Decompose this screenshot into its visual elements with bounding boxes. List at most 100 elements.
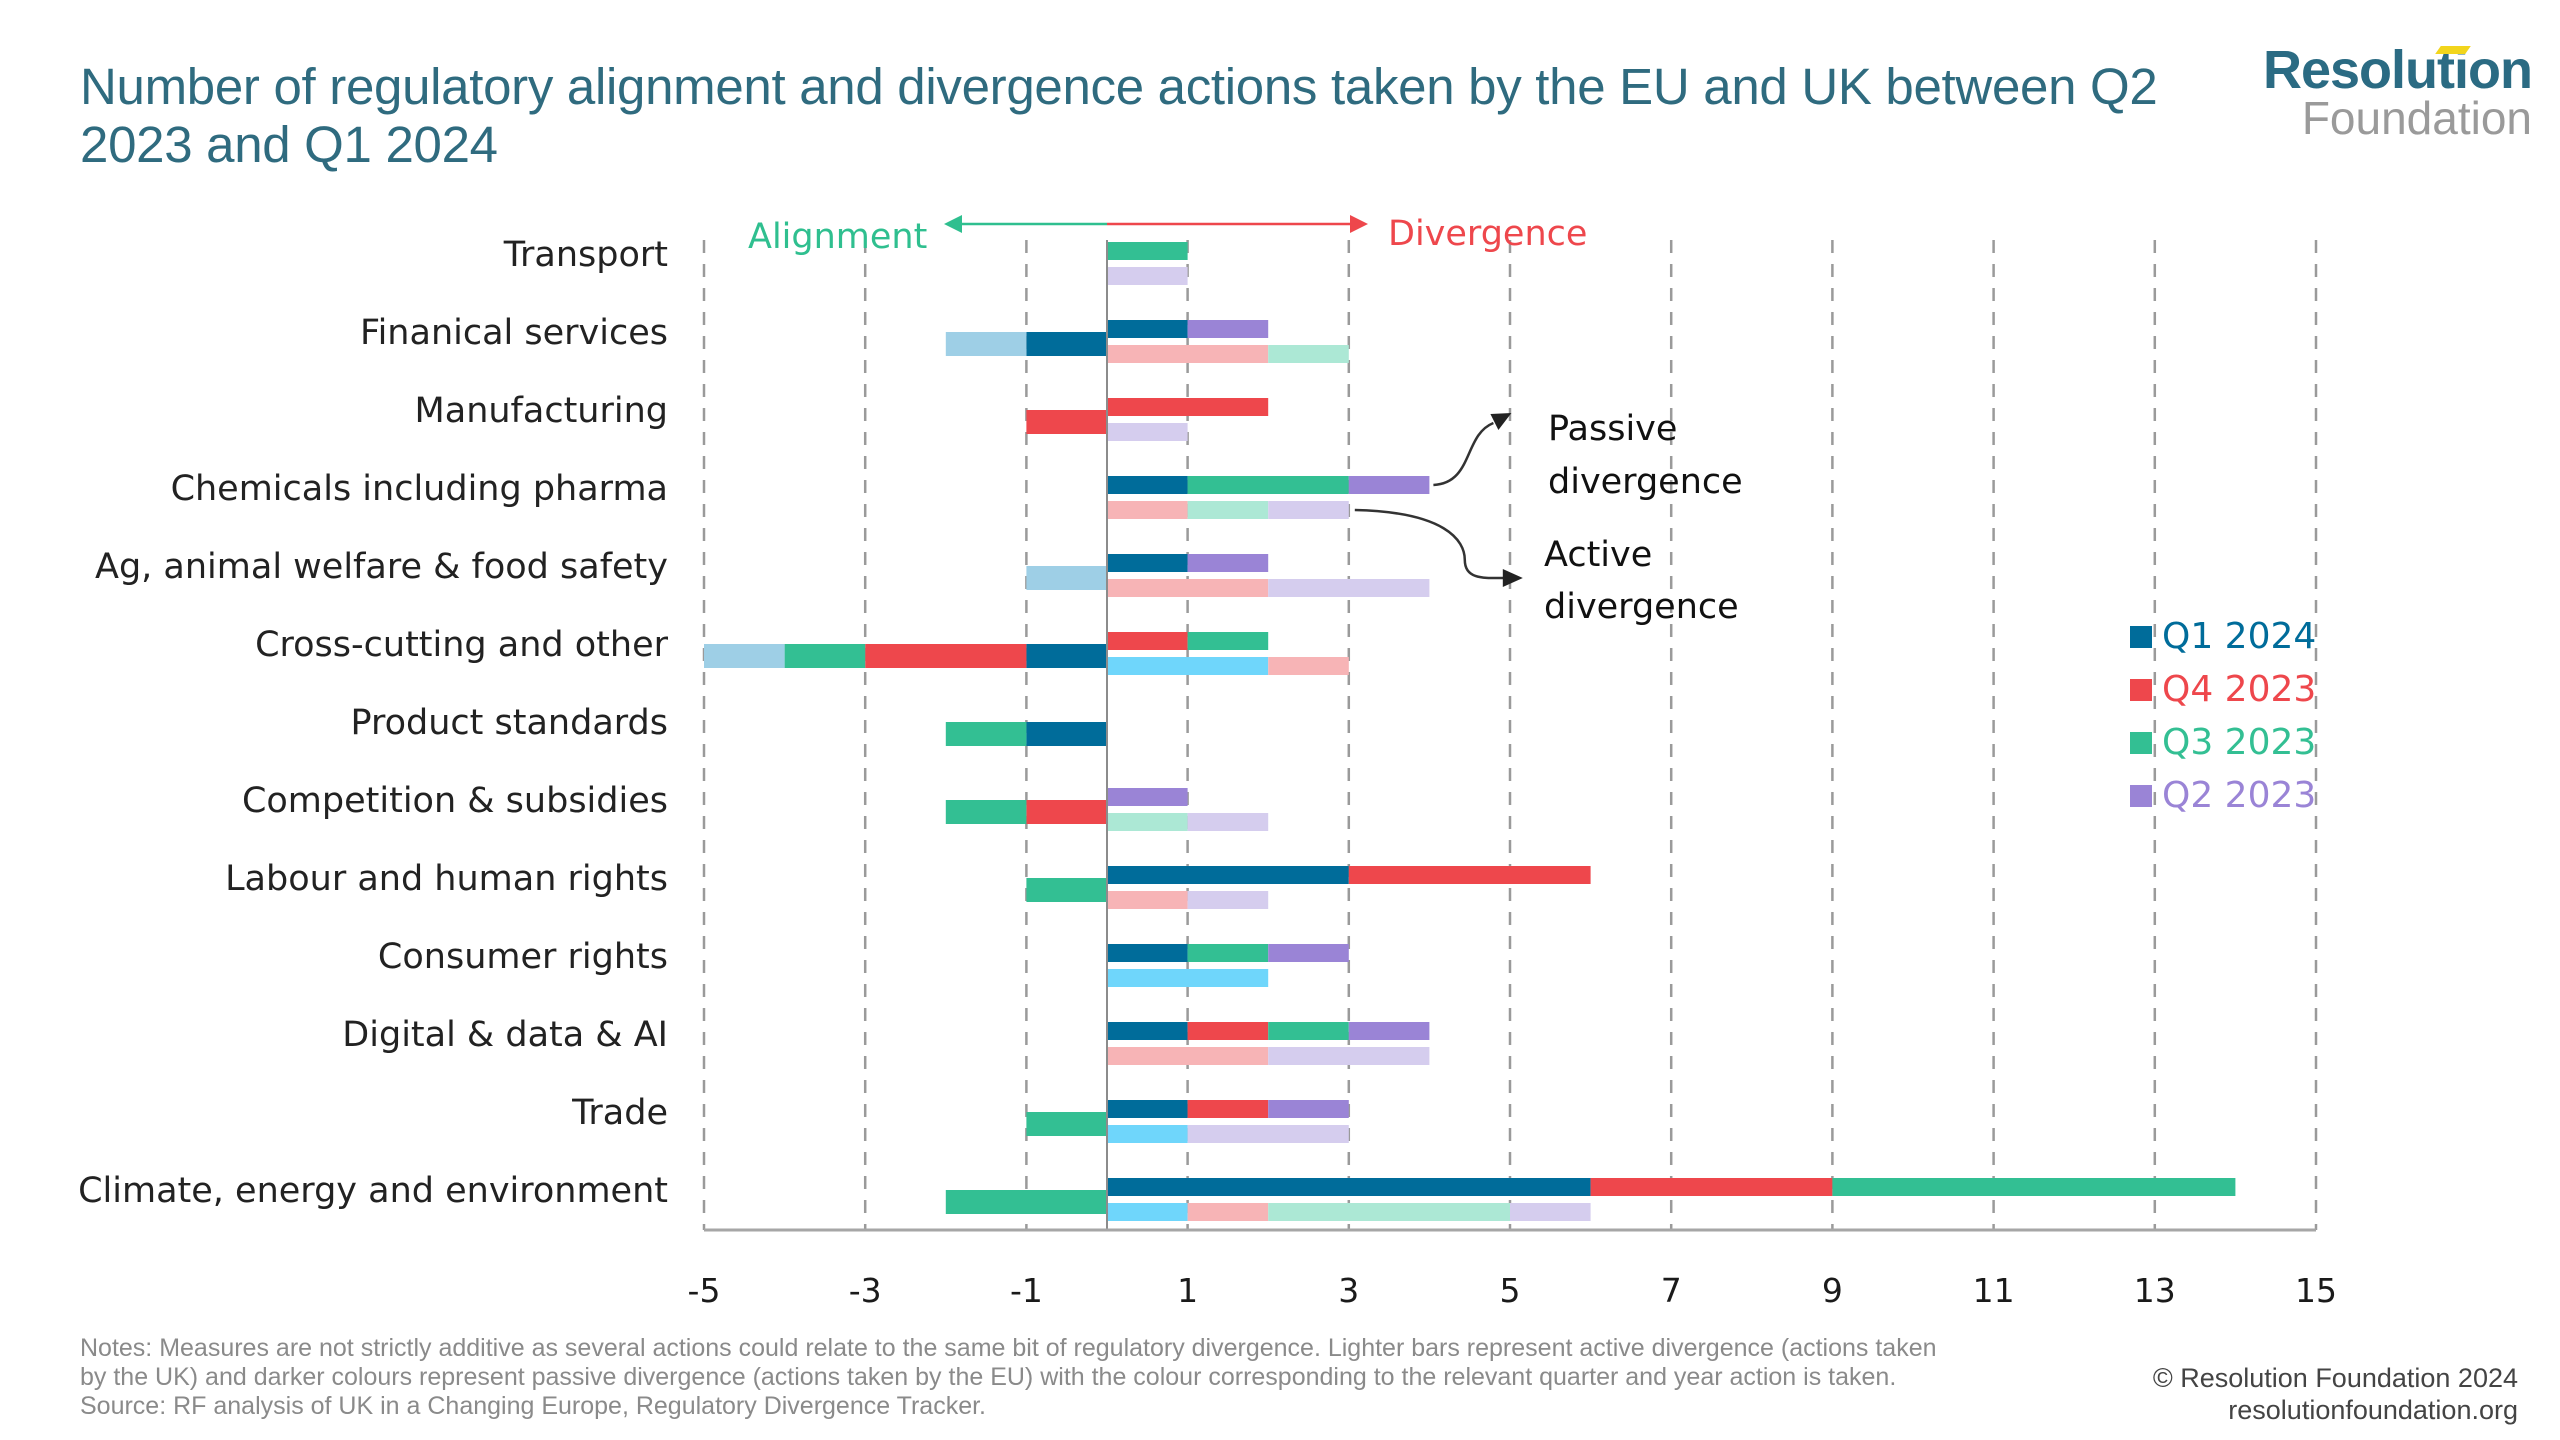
passive-divergence-bar <box>1107 866 1349 884</box>
category-label: Cross-cutting and other <box>255 625 669 665</box>
logo-wordmark-top: Resolution <box>2263 40 2533 100</box>
active-divergence-bar <box>1187 501 1269 519</box>
active-divergence-bar <box>1268 1047 1430 1065</box>
alignment-bar <box>945 800 1027 824</box>
active-divergence-bar <box>1107 1047 1269 1065</box>
passive-divergence-bar <box>1107 1022 1188 1040</box>
alignment-label: Alignment <box>748 217 927 257</box>
passive-divergence-bar <box>1187 632 1269 650</box>
passive-divergence-bar <box>1187 1022 1269 1040</box>
category-label: Finanical services <box>360 313 668 353</box>
alignment-bar <box>1026 1112 1107 1136</box>
legend: Q1 2024 Q4 2023 Q3 2023 Q2 2023 <box>2130 616 2316 816</box>
alignment-bar <box>1026 410 1107 434</box>
passive-divergence-bar <box>1107 1178 1591 1196</box>
active-divergence-bar <box>1107 501 1188 519</box>
active-divergence-bar <box>1107 345 1269 363</box>
legend-label: Q3 2023 <box>2162 722 2316 763</box>
category-label: Trade <box>571 1093 668 1133</box>
x-tick-label: 7 <box>1661 1271 1682 1310</box>
alignment-bar <box>945 332 1027 356</box>
active-divergence-bar <box>1107 657 1269 675</box>
active-divergence-bar <box>1268 1203 1510 1221</box>
legend-swatch <box>2130 732 2152 754</box>
passive-divergence-bar <box>1268 1100 1349 1118</box>
alignment-bar <box>784 644 866 668</box>
legend-label: Q4 2023 <box>2162 669 2316 710</box>
category-label: Transport <box>503 235 668 275</box>
active-divergence-bar <box>1187 1125 1349 1143</box>
divergence-label: Divergence <box>1388 214 1587 254</box>
alignment-bar <box>945 722 1027 746</box>
passive-divergence-bar <box>1187 476 1349 494</box>
passive-divergence-bar <box>1348 1022 1430 1040</box>
passive-divergence-bar <box>1107 1100 1188 1118</box>
alignment-bar <box>1026 644 1107 668</box>
x-tick-label: 1 <box>1177 1271 1198 1310</box>
active-divergence-bar <box>1187 813 1269 831</box>
alignment-bar <box>945 1190 1107 1214</box>
active-divergence-bar <box>1510 1203 1591 1221</box>
passive-divergence-bar <box>1107 320 1188 338</box>
passive-annotation-arrow <box>1433 421 1494 487</box>
category-label: Digital & data & AI <box>342 1015 668 1055</box>
active-divergence-bar <box>1187 891 1269 909</box>
passive-divergence-bar <box>1832 1178 2236 1196</box>
bars <box>704 242 2236 1221</box>
category-label: Climate, energy and environment <box>78 1171 668 1211</box>
active-annotation-line1: Active <box>1544 535 1652 575</box>
active-divergence-bar <box>1268 657 1349 675</box>
passive-divergence-bar <box>1187 1100 1269 1118</box>
alignment-bar <box>1026 566 1107 590</box>
passive-arrow-head-icon <box>1490 413 1512 430</box>
active-divergence-bar <box>1268 501 1349 519</box>
annotation-active: Active divergence <box>1354 508 1739 627</box>
x-tick-label: 5 <box>1500 1271 1521 1310</box>
active-annotation-arrow <box>1354 508 1505 580</box>
x-tick-labels: -5 -3 -1 1 3 5 7 9 11 13 15 <box>688 1271 2337 1310</box>
active-divergence-bar <box>1107 423 1188 441</box>
alignment-bar <box>1026 722 1107 746</box>
active-divergence-bar <box>1107 1203 1188 1221</box>
active-divergence-bar <box>1107 969 1269 987</box>
alignment-bar <box>1026 800 1107 824</box>
active-annotation-line2: divergence <box>1544 587 1739 627</box>
website-link[interactable]: resolutionfoundation.org <box>2228 1395 2518 1425</box>
category-label: Product standards <box>351 703 669 743</box>
category-labels: Transport Finanical services Manufacturing… <box>78 235 668 1211</box>
chart-title: Number of regulatory alignment and diver… <box>80 58 2158 173</box>
passive-divergence-bar <box>1107 476 1188 494</box>
passive-annotation-line1: Passive <box>1548 409 1677 449</box>
copyright-block: © Resolution Foundation 2024 resolutionf… <box>2153 1362 2518 1426</box>
x-tick-label: 15 <box>2295 1271 2337 1310</box>
active-divergence-bar <box>1107 267 1188 285</box>
active-divergence-bar <box>1187 1203 1269 1221</box>
passive-divergence-bar <box>1187 554 1269 572</box>
passive-divergence-bar <box>1107 398 1269 416</box>
active-divergence-bar <box>1107 813 1188 831</box>
x-tick-label: 9 <box>1822 1271 1843 1310</box>
active-arrow-head-icon <box>1502 569 1523 587</box>
active-divergence-bar <box>1107 1125 1188 1143</box>
divergence-arrow-icon <box>1350 215 1368 233</box>
legend-label: Q2 2023 <box>2162 775 2316 816</box>
legend-label: Q1 2024 <box>2162 616 2316 657</box>
category-label: Manufacturing <box>415 391 668 431</box>
alignment-bar <box>1026 332 1107 356</box>
category-label: Labour and human rights <box>225 859 668 899</box>
alignment-bar <box>704 644 785 668</box>
alignment-bar <box>865 644 1027 668</box>
source-line: Source: RF analysis of UK in a Changing … <box>80 1392 987 1420</box>
active-divergence-bar <box>1107 579 1269 597</box>
active-divergence-bar <box>1268 579 1430 597</box>
category-label: Competition & subsidies <box>242 781 668 821</box>
passive-divergence-bar <box>1590 1178 1833 1196</box>
passive-divergence-bar <box>1348 476 1430 494</box>
notes-line-2: by the UK) and darker colours represent … <box>80 1363 1897 1391</box>
legend-swatch <box>2130 679 2152 701</box>
copyright-text: © Resolution Foundation 2024 <box>2152 1363 2518 1393</box>
passive-divergence-bar <box>1107 944 1188 962</box>
x-tick-label: 13 <box>2134 1271 2176 1310</box>
logo-wordmark-bottom: Foundation <box>2301 92 2532 144</box>
x-tick-label: 3 <box>1338 1271 1359 1310</box>
